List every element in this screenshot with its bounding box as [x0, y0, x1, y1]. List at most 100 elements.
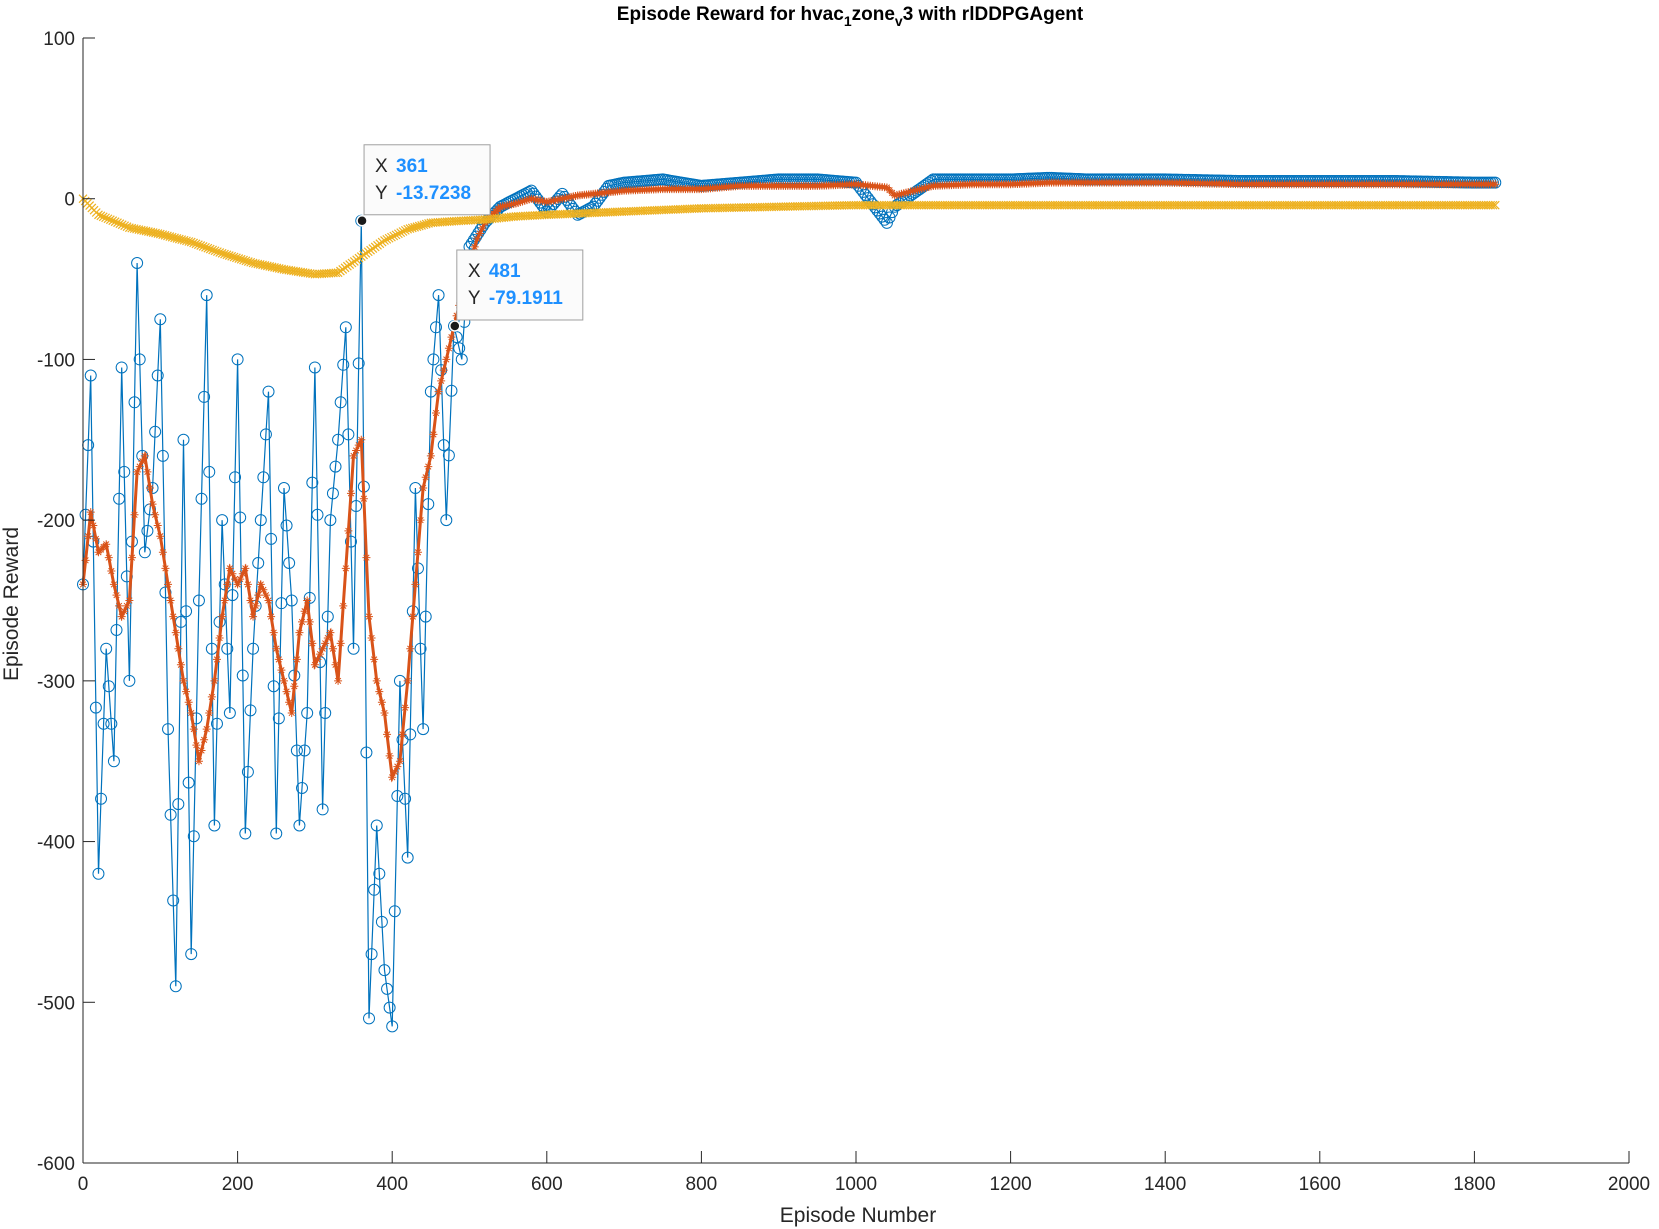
average-reward-point [231, 575, 240, 584]
average-reward-point [91, 534, 100, 543]
average-reward-point [89, 521, 98, 530]
average-reward-point [362, 553, 371, 562]
average-reward-point [429, 430, 438, 439]
average-reward-point [408, 612, 417, 621]
average-reward-point [349, 451, 358, 460]
data-tip-box [456, 249, 584, 321]
average-reward-point [153, 521, 162, 530]
average-reward-point [911, 186, 920, 195]
episode-reward-point [370, 819, 383, 832]
episode-reward-point [133, 353, 146, 366]
episode-reward-point [216, 514, 229, 527]
episode-reward-point [440, 514, 453, 527]
q0-point [217, 248, 227, 258]
average-reward-point [277, 666, 286, 675]
q0-point [1488, 200, 1498, 210]
q0-point [236, 254, 246, 264]
average-reward-point [109, 580, 118, 589]
average-reward-point [514, 198, 523, 207]
q0-point [382, 234, 392, 244]
average-reward-point [279, 676, 288, 685]
data-tip-box [363, 144, 491, 216]
average-reward-point [218, 612, 227, 621]
q0-point [201, 242, 210, 252]
average-reward-point [906, 187, 915, 196]
episode-reward-point [259, 428, 272, 441]
episode-reward-point [388, 905, 401, 918]
average-reward-point [401, 703, 410, 712]
q0-point [184, 237, 194, 246]
data-tip-y-label: Y [468, 288, 481, 309]
episode-reward-point [383, 1001, 396, 1014]
average-reward-point [313, 655, 322, 664]
average-reward-point [924, 182, 933, 191]
average-reward-point [125, 596, 134, 605]
data-tip-x-value: 361 [396, 156, 428, 177]
average-reward-point [133, 467, 142, 476]
average-reward-point [902, 188, 911, 197]
episode-reward-point [115, 361, 128, 374]
average-reward-point [913, 185, 922, 194]
q0-point [108, 216, 118, 226]
data-tip-x-label: X [375, 156, 388, 177]
average-reward-point [158, 548, 167, 557]
q0-point [391, 230, 401, 240]
q0-point [94, 210, 103, 220]
episode-reward-point [195, 492, 208, 505]
q0-point [120, 221, 130, 231]
average-reward-point [899, 189, 908, 198]
q0-point [239, 255, 248, 265]
q0-point [241, 256, 251, 266]
average-reward-point [339, 601, 348, 610]
average-reward-point [416, 516, 425, 525]
q0-point [243, 257, 253, 266]
episode-reward-point [332, 433, 345, 446]
average-reward-point [182, 687, 191, 696]
episode-reward-point [141, 524, 154, 537]
average-reward-point [84, 532, 93, 541]
episode-reward-point [352, 357, 365, 370]
q0-point [101, 213, 111, 223]
average-reward-point [326, 628, 335, 637]
average-reward-point [413, 548, 422, 557]
average-reward-point [241, 564, 250, 573]
average-reward-point [272, 644, 281, 653]
q0-point [98, 212, 108, 222]
episode-reward-point [324, 514, 337, 527]
episode-reward-point [164, 808, 177, 821]
episode-reward-point [84, 369, 97, 382]
average-reward-point [395, 757, 404, 766]
chart-title-sub2: v [895, 13, 903, 29]
q0-point [210, 246, 220, 256]
q0-point [229, 252, 239, 262]
average-reward-point [225, 564, 234, 573]
episode-reward-point [368, 883, 381, 896]
x-tick-label: 1800 [1453, 1174, 1495, 1195]
episode-reward-point [375, 915, 388, 928]
episode-reward-point [252, 557, 265, 569]
average-reward-point [236, 575, 245, 584]
episode-reward-point [283, 557, 296, 569]
data-tip-marker [449, 320, 461, 332]
average-reward-point [359, 494, 368, 503]
episode-reward-point [432, 289, 445, 302]
q0-point [227, 251, 237, 261]
episode-reward-point [339, 321, 352, 334]
chart-title: Episode Reward for hvac1zonev3 with rlDD… [617, 4, 1084, 29]
q0-point [96, 211, 106, 221]
average-reward-point [243, 580, 252, 589]
average-reward-point [370, 655, 379, 664]
average-reward-point [393, 762, 402, 771]
episode-reward-point [280, 519, 293, 532]
average-reward-point [261, 591, 270, 600]
average-reward-point [122, 601, 131, 610]
average-reward-point [922, 183, 931, 192]
average-reward-point [375, 687, 384, 696]
average-reward-point [432, 409, 441, 417]
q0-point [103, 214, 113, 224]
x-tick-label: 800 [686, 1174, 718, 1195]
average-reward-point [390, 767, 399, 776]
q0-point [105, 215, 115, 225]
x-tick-label: 1600 [1299, 1174, 1341, 1195]
average-reward-point [426, 451, 435, 460]
